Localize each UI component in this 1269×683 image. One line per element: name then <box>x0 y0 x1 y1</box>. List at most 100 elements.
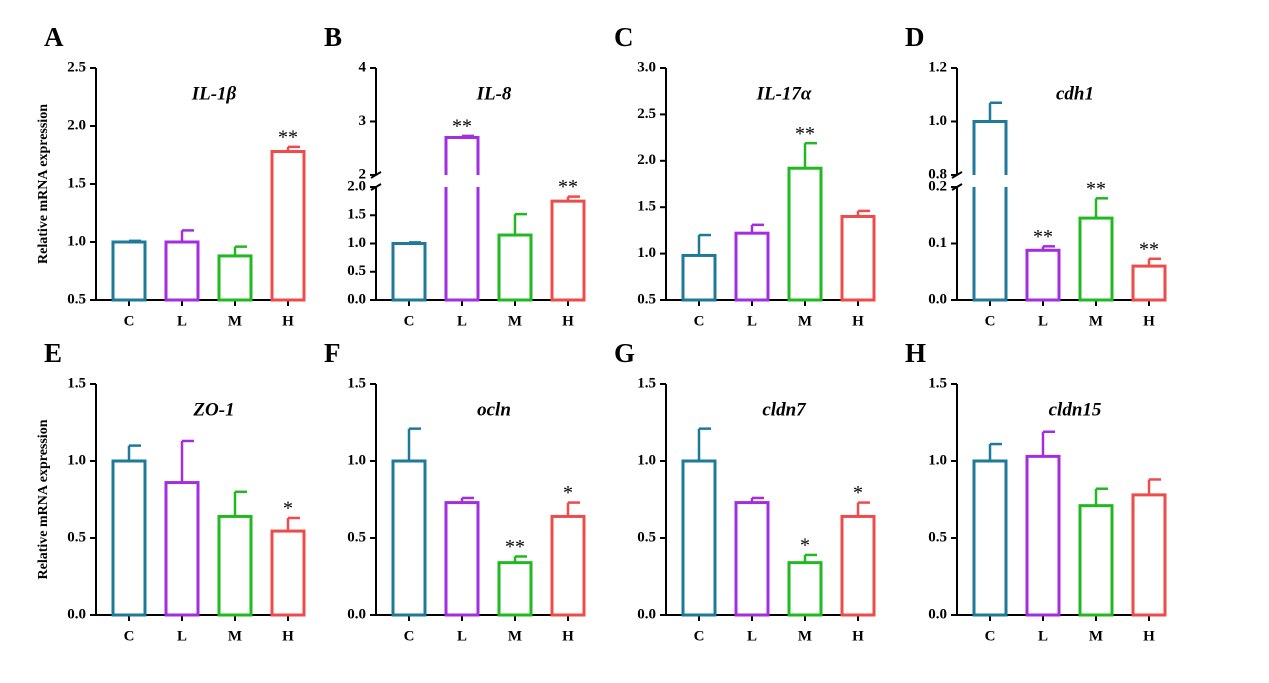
significance-label: * <box>853 482 863 504</box>
x-tick-label: M <box>798 313 812 329</box>
y-tick-label: 1.5 <box>67 175 86 191</box>
bar <box>164 481 200 617</box>
bar <box>1025 248 1061 302</box>
x-tick-label: L <box>457 313 467 329</box>
x-tick-label: C <box>694 628 705 644</box>
axis-break <box>370 183 382 191</box>
y-tick-label: 0.5 <box>67 529 86 545</box>
significance-label: * <box>563 482 573 504</box>
panel-letter: B <box>324 22 342 52</box>
bar <box>734 231 770 302</box>
y-tick-label: 1.0 <box>928 113 947 129</box>
bar <box>444 501 480 617</box>
x-tick-label: M <box>798 628 812 644</box>
x-tick-label: L <box>177 628 187 644</box>
x-tick-label: M <box>508 313 522 329</box>
bar <box>217 254 253 302</box>
y-tick-label: 1.0 <box>347 452 366 468</box>
x-tick-label: C <box>124 313 135 329</box>
x-tick-label: C <box>985 313 996 329</box>
bar <box>391 242 427 302</box>
bar <box>391 459 427 617</box>
panel-letter: H <box>905 338 926 368</box>
chart-title: cldn7 <box>762 399 807 420</box>
x-tick-label: H <box>282 628 294 644</box>
x-tick-label: H <box>282 313 294 329</box>
y-tick-label: 2.0 <box>637 152 656 168</box>
x-tick-label: H <box>852 313 864 329</box>
bar <box>270 150 306 302</box>
y-tick-label: 1.0 <box>67 452 86 468</box>
chart-title: IL-1β <box>191 83 237 104</box>
y-tick-label: 1.5 <box>637 199 656 215</box>
bar <box>681 253 717 302</box>
y-tick-label: 1.2 <box>928 59 947 75</box>
y-tick-label: 1.0 <box>347 235 366 251</box>
y-tick-label: 0.0 <box>637 606 656 622</box>
bar <box>787 166 823 302</box>
panel-letter: A <box>44 22 64 52</box>
x-tick-label: H <box>852 628 864 644</box>
y-tick-label: 0.5 <box>67 291 86 307</box>
y-tick-label: 2 <box>359 166 367 182</box>
chart-title: cdh1 <box>1056 83 1094 104</box>
x-tick-label: H <box>1143 628 1155 644</box>
bar <box>164 240 200 302</box>
y-tick-label: 0.2 <box>928 178 947 194</box>
bar <box>497 233 533 302</box>
chart-title: IL-8 <box>476 83 512 104</box>
significance-label: ** <box>558 176 578 198</box>
x-tick-label: C <box>694 313 705 329</box>
bar <box>787 561 823 617</box>
bar <box>444 136 480 175</box>
x-tick-label: M <box>1089 313 1103 329</box>
y-tick-label: 1.0 <box>637 452 656 468</box>
chart-title: IL-17α <box>756 83 812 104</box>
x-tick-label: M <box>508 628 522 644</box>
bar <box>840 214 876 302</box>
bar <box>1025 454 1061 617</box>
significance-label: ** <box>795 123 815 145</box>
x-tick-label: M <box>228 628 242 644</box>
y-tick-label: 1.5 <box>928 375 947 391</box>
y-tick-label: 3 <box>359 113 367 129</box>
bar <box>111 240 147 302</box>
panel-letter: D <box>905 22 925 52</box>
x-tick-label: H <box>562 628 574 644</box>
bar <box>550 514 586 617</box>
x-tick-label: M <box>228 313 242 329</box>
x-tick-label: L <box>177 313 187 329</box>
bar <box>734 501 770 617</box>
bar <box>1131 493 1167 617</box>
bar <box>840 514 876 617</box>
significance-label: ** <box>1139 238 1159 260</box>
axis-break <box>951 183 963 191</box>
y-tick-label: 0.5 <box>347 263 366 279</box>
y-tick-label: 2.0 <box>347 178 366 194</box>
bar <box>550 199 586 302</box>
y-tick-label: 3.0 <box>637 59 656 75</box>
bar <box>972 459 1008 617</box>
y-tick-label: 1.0 <box>67 233 86 249</box>
y-tick-label: 1.5 <box>347 207 366 223</box>
y-axis-label: Relative mRNA expression <box>36 419 51 579</box>
y-tick-label: 0.8 <box>928 166 947 182</box>
bar <box>270 529 306 617</box>
y-tick-label: 1.0 <box>928 452 947 468</box>
bar <box>972 119 1008 175</box>
panel-letter: F <box>324 338 341 368</box>
x-tick-label: H <box>1143 313 1155 329</box>
bar <box>1078 504 1114 617</box>
significance-label: * <box>283 498 293 520</box>
x-tick-label: C <box>404 313 415 329</box>
bar <box>497 561 533 617</box>
significance-label: ** <box>278 126 298 148</box>
significance-label: ** <box>1086 178 1106 200</box>
chart-title: cldn15 <box>1049 399 1102 420</box>
bar <box>1078 216 1114 302</box>
y-tick-label: 0.0 <box>928 606 947 622</box>
y-tick-label: 0.5 <box>637 291 656 307</box>
x-tick-label: L <box>747 313 757 329</box>
x-tick-label: L <box>1038 313 1048 329</box>
x-tick-label: L <box>747 628 757 644</box>
